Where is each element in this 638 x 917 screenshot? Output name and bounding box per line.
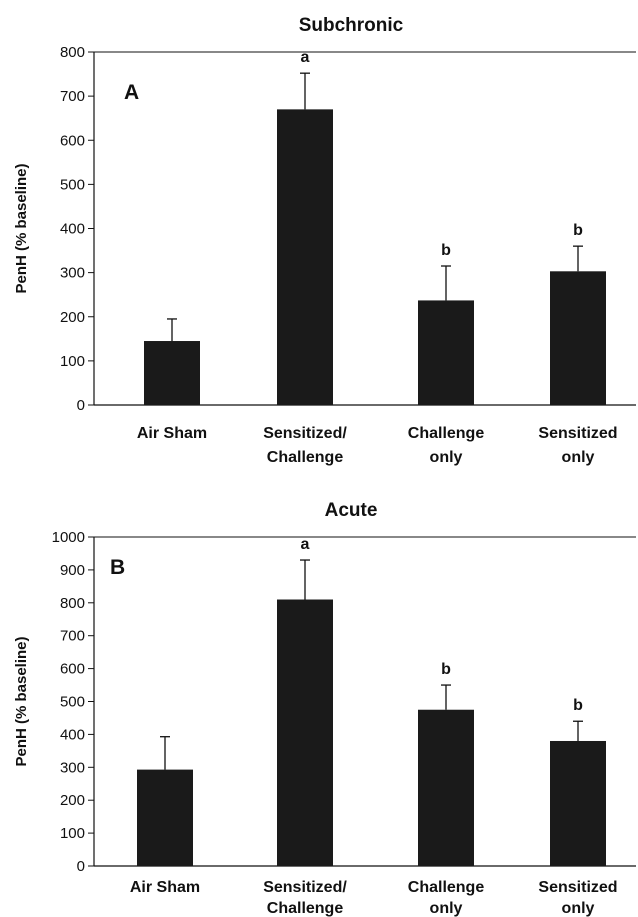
category-label: Sensitized/ xyxy=(263,879,347,896)
bar xyxy=(418,300,474,405)
y-tick-label: 300 xyxy=(60,265,85,282)
y-tick-label: 0 xyxy=(77,397,85,414)
category-label: Sensitized xyxy=(538,425,617,442)
significance-label: a xyxy=(301,536,310,553)
significance-label: b xyxy=(573,697,583,714)
significance-label: a xyxy=(301,49,310,66)
y-axis-label: PenH (% baseline) xyxy=(13,163,30,293)
y-axis-label: PenH (% baseline) xyxy=(13,636,30,766)
category-label: Sensitized/ xyxy=(263,425,347,442)
bar xyxy=(418,709,474,866)
bar xyxy=(277,599,333,866)
bar xyxy=(144,341,200,405)
y-tick-label: 100 xyxy=(60,825,85,842)
y-tick-label: 500 xyxy=(60,694,85,711)
category-label: only xyxy=(430,449,463,466)
y-tick-label: 900 xyxy=(60,562,85,579)
y-tick-label: 600 xyxy=(60,661,85,678)
category-label: Challenge xyxy=(408,425,485,442)
significance-label: b xyxy=(441,661,451,678)
y-tick-label: 400 xyxy=(60,221,85,238)
bar xyxy=(550,271,606,405)
panel-letter: B xyxy=(110,556,125,579)
category-label: only xyxy=(562,900,595,917)
category-label: only xyxy=(430,900,463,917)
y-tick-label: 200 xyxy=(60,792,85,809)
significance-label: b xyxy=(441,242,451,259)
chart-title: Subchronic xyxy=(299,15,404,36)
bar xyxy=(137,769,193,866)
y-tick-label: 500 xyxy=(60,176,85,193)
category-label: Challenge xyxy=(267,449,344,466)
bar xyxy=(277,109,333,406)
y-tick-label: 800 xyxy=(60,595,85,612)
significance-label: b xyxy=(573,222,583,239)
chart-subchronic: Subchronic A 0 100 200 300 400 500 600 700 800 PenH… xyxy=(13,15,636,466)
y-tick-label: 700 xyxy=(60,628,85,645)
y-tick-label: 200 xyxy=(60,309,85,326)
category-label: Air Sham xyxy=(130,879,200,896)
y-tick-label: 100 xyxy=(60,353,85,370)
y-tick-label: 800 xyxy=(60,44,85,61)
y-tick-label: 700 xyxy=(60,88,85,105)
category-label: Challenge xyxy=(408,879,485,896)
y-tick-label: 600 xyxy=(60,132,85,149)
category-label: Challenge xyxy=(267,900,344,917)
y-tick-label: 300 xyxy=(60,759,85,776)
chart-title: Acute xyxy=(325,500,378,521)
category-label: Sensitized xyxy=(538,879,617,896)
y-tick-label: 1000 xyxy=(52,529,85,546)
chart-acute: Acute B 0 100 200 300 400 500 600 700 800 900 1000 Pe… xyxy=(13,500,636,917)
category-label: Air Sham xyxy=(137,425,207,442)
panel-letter: A xyxy=(124,81,139,104)
y-tick-label: 0 xyxy=(77,858,85,875)
category-label: only xyxy=(562,449,595,466)
bar xyxy=(550,740,606,866)
y-tick-label: 400 xyxy=(60,726,85,743)
